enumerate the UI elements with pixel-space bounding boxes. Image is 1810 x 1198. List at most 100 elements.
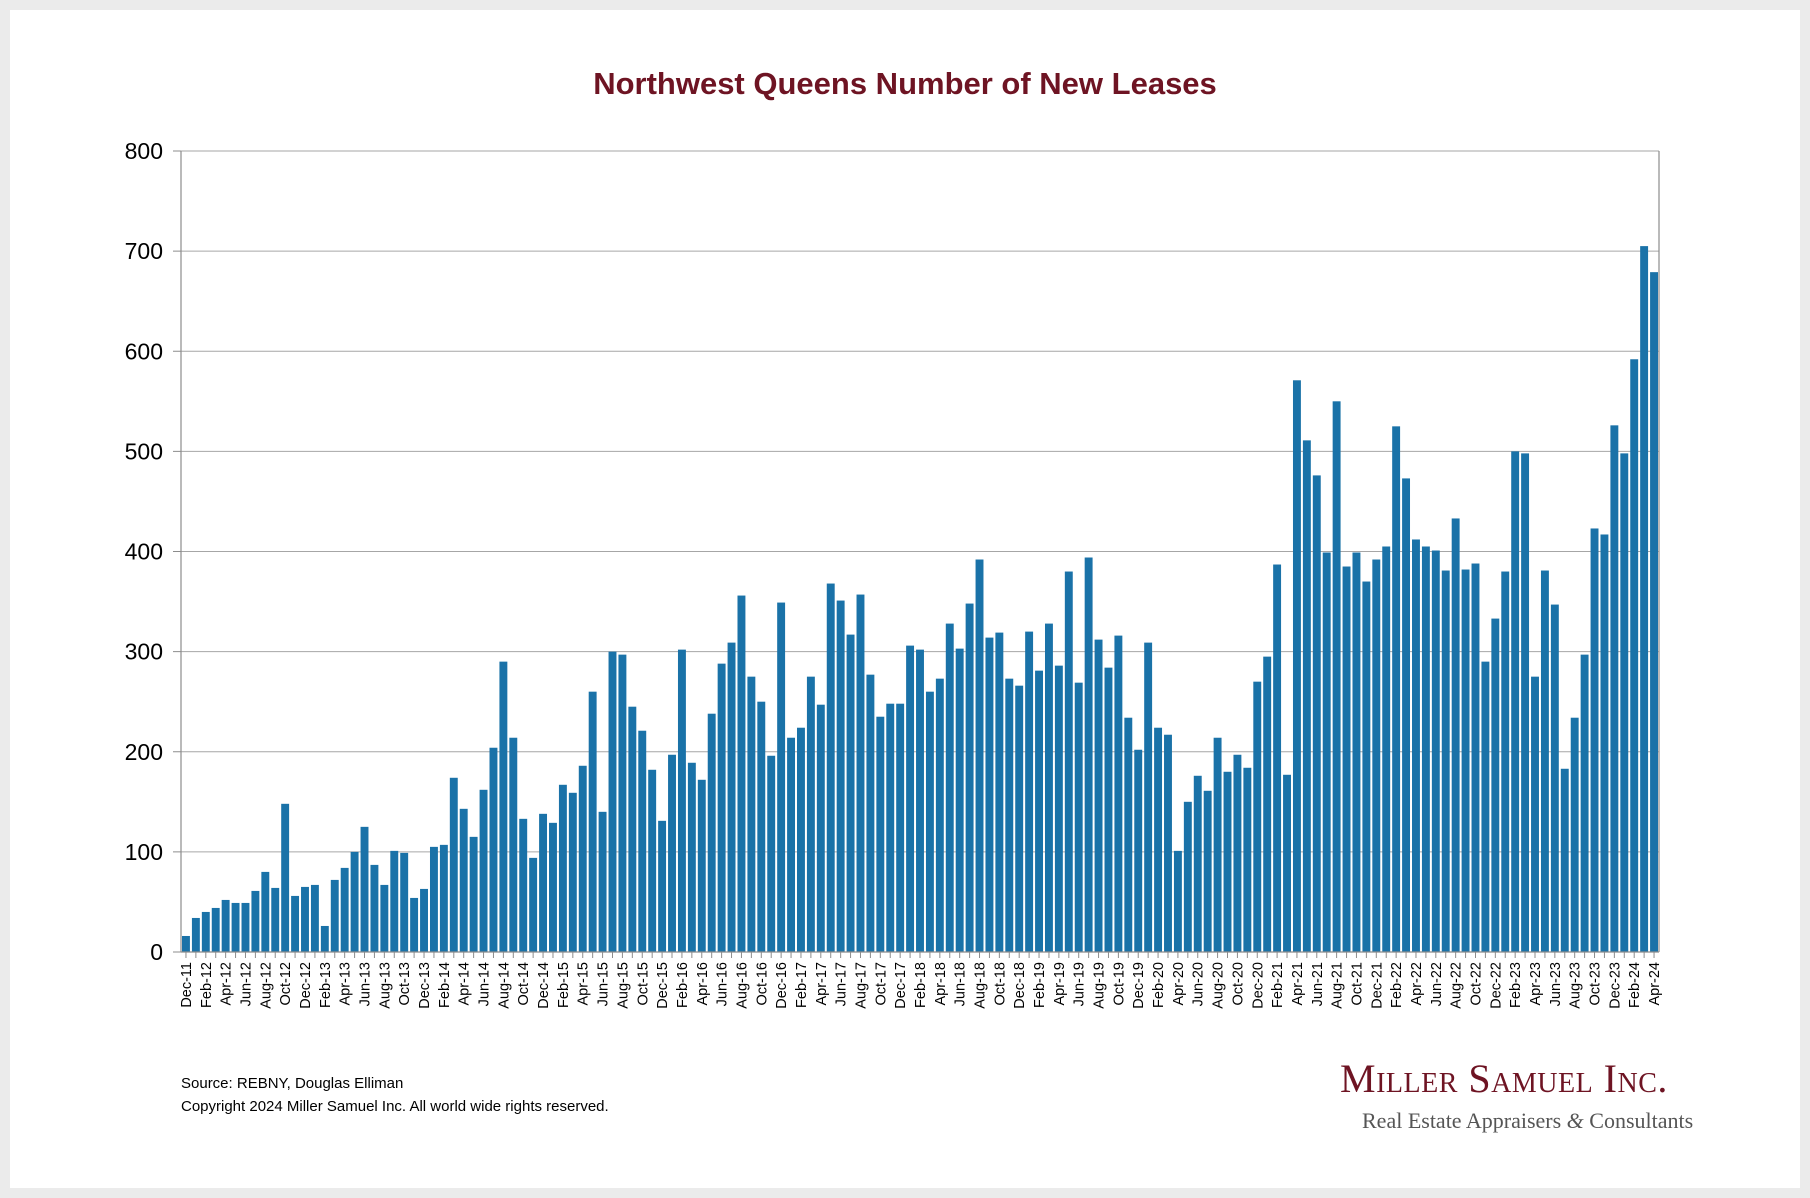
bar-Jan-22 bbox=[1382, 546, 1391, 952]
bar-Sep-13 bbox=[390, 850, 399, 952]
x-tick-label: Dec-23 bbox=[1607, 962, 1623, 1009]
bar-Jun-17 bbox=[836, 600, 845, 952]
bar-May-18 bbox=[945, 623, 954, 952]
x-tick-label: Feb-22 bbox=[1389, 962, 1405, 1008]
x-tick-label: Feb-21 bbox=[1270, 962, 1286, 1008]
x-tick-label: Jun-13 bbox=[358, 962, 374, 1006]
x-tick-label: Apr-24 bbox=[1647, 962, 1663, 1006]
bar-Aug-13 bbox=[380, 884, 389, 952]
bar-Jul-16 bbox=[727, 642, 736, 952]
logo-tagline: Real Estate Appraisers & Consultants bbox=[1340, 1108, 1770, 1134]
x-tick-label: Dec-11 bbox=[179, 962, 195, 1008]
bar-Nov-22 bbox=[1481, 661, 1490, 952]
x-tick-label: Dec-15 bbox=[655, 962, 671, 1009]
bar-Dec-21 bbox=[1372, 559, 1381, 952]
bar-Jan-16 bbox=[668, 754, 676, 952]
x-tick-label: Feb-16 bbox=[675, 962, 691, 1008]
y-tick-labels: 0 100 200 300 400 500 600 700 800 bbox=[125, 138, 163, 965]
bar-Jul-13 bbox=[370, 864, 379, 952]
x-tick-label: Oct-16 bbox=[754, 962, 770, 1006]
x-tick-label: Feb-15 bbox=[556, 962, 572, 1008]
x-tick-label: Oct-17 bbox=[873, 962, 889, 1006]
bar-Mar-24 bbox=[1640, 246, 1649, 952]
x-tick-label: Aug-18 bbox=[973, 962, 989, 1009]
bar-Jun-18 bbox=[955, 648, 964, 952]
x-tick-label: Apr-13 bbox=[338, 962, 354, 1006]
bar-Sep-17 bbox=[866, 674, 875, 952]
bar-Mar-19 bbox=[1044, 623, 1053, 952]
x-tick-label: Aug-19 bbox=[1092, 962, 1108, 1009]
x-tick-label: Apr-21 bbox=[1290, 962, 1306, 1006]
x-tick-label: Apr-22 bbox=[1409, 962, 1425, 1006]
x-tick-label: Feb-23 bbox=[1508, 962, 1524, 1008]
x-tick-label: Feb-20 bbox=[1151, 962, 1167, 1008]
bar-Nov-19 bbox=[1124, 717, 1133, 952]
x-tick-label: Aug-15 bbox=[615, 962, 631, 1009]
bar-Nov-12 bbox=[291, 895, 300, 952]
bar-Apr-16 bbox=[697, 779, 706, 952]
x-tick-label: Aug-12 bbox=[258, 962, 274, 1009]
bar-May-13 bbox=[350, 851, 359, 952]
bar-Feb-18 bbox=[916, 649, 924, 952]
bar-Feb-16 bbox=[677, 649, 686, 952]
bar-Oct-14 bbox=[519, 818, 528, 952]
logo-name: Miller Samuel Inc. bbox=[1340, 1056, 1668, 1101]
bar-May-12 bbox=[231, 902, 240, 952]
bar-May-21 bbox=[1302, 440, 1311, 952]
bar-Jan-13 bbox=[310, 884, 319, 952]
bar-Jan-24 bbox=[1620, 453, 1629, 952]
x-tick-label: Jun-15 bbox=[596, 962, 612, 1006]
x-tick-label: Dec-17 bbox=[893, 962, 909, 1009]
bar-Feb-24 bbox=[1630, 359, 1639, 952]
bar-Jan-12 bbox=[191, 917, 200, 952]
bar-Feb-20 bbox=[1154, 727, 1163, 952]
axes bbox=[173, 150, 1660, 958]
bar-Aug-14 bbox=[499, 661, 508, 952]
x-tick-label: Dec-12 bbox=[298, 962, 314, 1009]
bar-May-16 bbox=[707, 713, 716, 952]
bar-Sep-15 bbox=[628, 706, 637, 952]
bar-Dec-17 bbox=[896, 703, 905, 952]
bar-May-22 bbox=[1421, 546, 1430, 952]
x-tick-label: Dec-22 bbox=[1488, 962, 1504, 1009]
bar-Nov-14 bbox=[529, 857, 538, 952]
bar-Apr-19 bbox=[1054, 665, 1063, 952]
x-tick-label: Aug-20 bbox=[1211, 962, 1227, 1009]
bar-Oct-17 bbox=[876, 716, 885, 952]
x-tick-label: Aug-21 bbox=[1330, 962, 1346, 1009]
x-tick-label: Dec-16 bbox=[774, 962, 790, 1009]
x-tick-label: Oct-14 bbox=[516, 962, 532, 1006]
x-tick-label: Oct-13 bbox=[397, 962, 413, 1006]
x-tick-label: Dec-14 bbox=[536, 962, 552, 1009]
bar-Apr-21 bbox=[1292, 380, 1301, 952]
bar-Apr-13 bbox=[340, 867, 349, 952]
bar-May-20 bbox=[1183, 801, 1192, 952]
bar-Oct-23 bbox=[1590, 528, 1599, 952]
bar-Mar-21 bbox=[1283, 774, 1291, 952]
x-tick-label: Apr-14 bbox=[457, 962, 473, 1006]
bar-Jun-12 bbox=[241, 902, 250, 952]
bar-Oct-16 bbox=[757, 701, 766, 952]
x-tick-label: Feb-12 bbox=[199, 962, 215, 1008]
bar-Jul-14 bbox=[489, 747, 498, 952]
bar-Nov-13 bbox=[410, 897, 419, 952]
bar-Feb-13 bbox=[320, 925, 329, 952]
bar-Jan-20 bbox=[1144, 642, 1153, 952]
bar-May-23 bbox=[1540, 570, 1549, 952]
copyright-note: Copyright 2024 Miller Samuel Inc. All wo… bbox=[181, 1098, 609, 1115]
x-tick-label: Feb-14 bbox=[437, 962, 453, 1008]
x-tick-label: Dec-18 bbox=[1012, 962, 1028, 1009]
bar-Nov-16 bbox=[767, 755, 776, 952]
bar-Jun-20 bbox=[1193, 775, 1202, 952]
bar-Sep-22 bbox=[1461, 569, 1470, 952]
bar-Sep-18 bbox=[985, 637, 994, 952]
bar-Sep-23 bbox=[1580, 654, 1589, 952]
x-tick-label: Aug-22 bbox=[1449, 962, 1465, 1009]
bar-Aug-22 bbox=[1451, 518, 1460, 952]
x-tick-label: Jun-12 bbox=[238, 962, 254, 1006]
bar-Jun-15 bbox=[598, 811, 607, 952]
bar-Sep-14 bbox=[509, 737, 518, 952]
bar-Oct-13 bbox=[400, 852, 409, 952]
y-tick-label: 500 bbox=[125, 438, 163, 464]
x-tick-label: Jun-16 bbox=[715, 962, 731, 1006]
